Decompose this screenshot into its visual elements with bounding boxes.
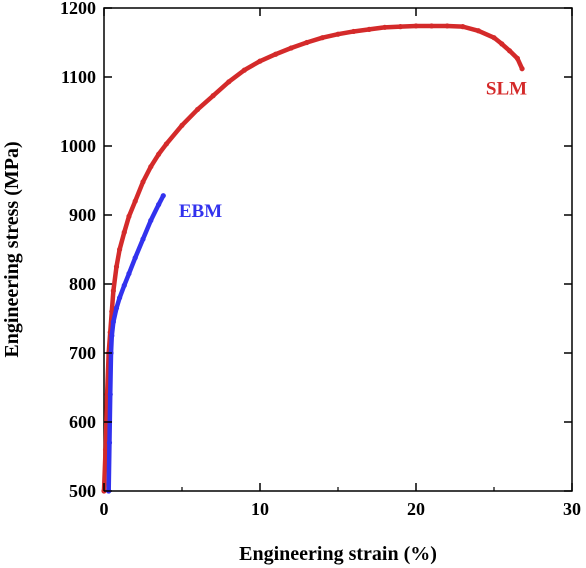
x-axis: 0 10 20 30 bbox=[100, 8, 581, 519]
y-tick-label: 900 bbox=[69, 205, 96, 225]
data-point bbox=[475, 28, 481, 34]
data-point bbox=[121, 282, 127, 288]
annotations: SLM EBM bbox=[179, 78, 527, 222]
plot-area: 0 10 20 30 500 600 700 800 900 1000 1100 1200 SLM E… bbox=[60, 0, 581, 519]
data-point bbox=[519, 66, 525, 72]
y-tick-label: 1000 bbox=[60, 136, 96, 156]
data-point bbox=[351, 28, 357, 35]
data-point bbox=[288, 45, 294, 51]
data-point bbox=[304, 39, 310, 46]
data-point bbox=[366, 26, 372, 32]
data-point bbox=[148, 217, 154, 224]
x-axis-label: Engineering strain (%) bbox=[239, 543, 437, 565]
data-point bbox=[156, 202, 162, 208]
data-point bbox=[107, 391, 113, 397]
y-tick-label: 1200 bbox=[60, 0, 96, 18]
series-label-ebm: EBM bbox=[179, 201, 222, 222]
data-point bbox=[106, 440, 113, 446]
y-tick-label: 800 bbox=[69, 274, 96, 294]
data-point bbox=[444, 23, 450, 29]
y-axis: 500 600 700 800 900 1000 1100 1200 bbox=[60, 0, 572, 501]
data-point bbox=[335, 31, 341, 37]
data-point bbox=[160, 193, 166, 199]
data-point bbox=[140, 179, 146, 185]
data-point bbox=[109, 333, 115, 339]
data-point bbox=[126, 213, 132, 219]
data-point bbox=[319, 35, 325, 41]
y-axis-label: Engineering stress (MPa) bbox=[1, 141, 23, 357]
data-point bbox=[257, 58, 263, 64]
y-tick-label: 700 bbox=[69, 343, 96, 363]
data-point bbox=[148, 164, 154, 170]
data-point bbox=[110, 319, 116, 325]
data-point bbox=[460, 24, 466, 30]
data-point bbox=[110, 288, 116, 294]
data-point bbox=[102, 447, 109, 453]
data-point bbox=[132, 255, 138, 261]
data-point bbox=[397, 24, 403, 30]
data-point bbox=[117, 246, 123, 253]
data-point bbox=[413, 23, 419, 29]
data-point bbox=[429, 23, 435, 29]
series-slm bbox=[101, 23, 525, 494]
y-tick-label: 500 bbox=[69, 481, 96, 501]
x-tick-label: 20 bbox=[407, 499, 425, 519]
data-point bbox=[507, 48, 513, 54]
data-point bbox=[273, 51, 279, 57]
series-ebm bbox=[106, 193, 166, 494]
data-point bbox=[132, 198, 138, 204]
series-layer bbox=[101, 23, 525, 494]
series-line-ebm bbox=[106, 193, 166, 494]
data-point bbox=[514, 55, 521, 61]
data-point bbox=[163, 141, 169, 147]
data-point bbox=[241, 67, 247, 73]
x-tick-label: 30 bbox=[563, 499, 581, 519]
data-point bbox=[226, 79, 232, 85]
x-tick-label: 0 bbox=[100, 499, 109, 519]
data-point bbox=[195, 106, 201, 113]
data-point bbox=[113, 264, 120, 270]
data-point bbox=[179, 122, 185, 128]
data-point bbox=[156, 151, 162, 157]
data-point bbox=[140, 236, 146, 242]
data-point bbox=[121, 229, 127, 235]
data-point bbox=[117, 295, 123, 301]
data-point bbox=[382, 24, 388, 30]
y-tick-label: 600 bbox=[69, 412, 96, 432]
x-tick-label: 10 bbox=[251, 499, 269, 519]
data-point bbox=[210, 93, 216, 99]
series-label-slm: SLM bbox=[486, 78, 527, 99]
data-point bbox=[126, 271, 132, 277]
series-line-slm bbox=[101, 23, 525, 494]
data-point bbox=[113, 305, 120, 311]
y-tick-label: 1100 bbox=[61, 67, 96, 87]
data-point bbox=[491, 35, 497, 41]
data-point bbox=[499, 41, 505, 47]
